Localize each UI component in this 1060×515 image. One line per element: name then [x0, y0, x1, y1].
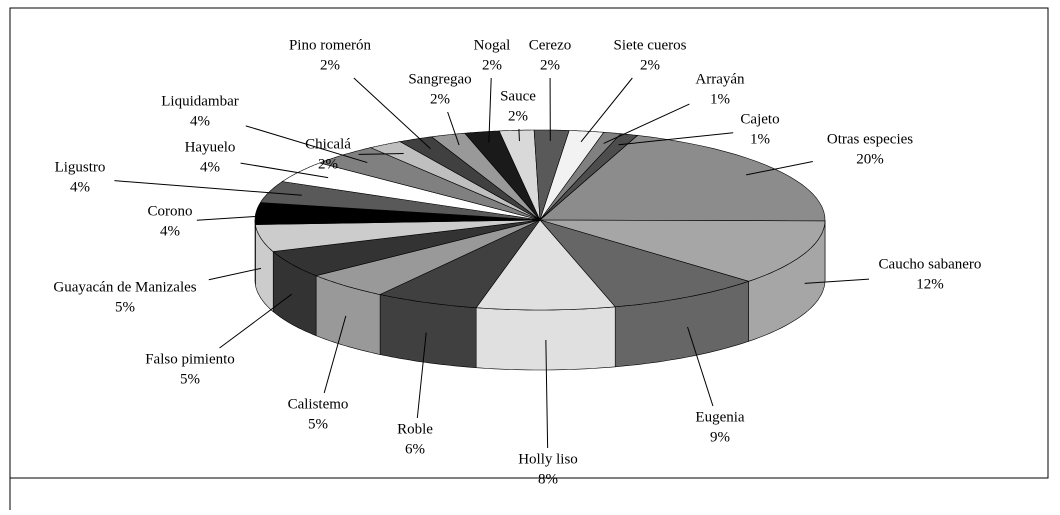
slice-label: Cajeto [740, 111, 779, 127]
slice-value-label: 2% [640, 57, 660, 73]
slice-value-label: 8% [538, 471, 558, 487]
slice-label: Cerezo [529, 37, 571, 53]
slice-label: Otras especies [827, 131, 913, 147]
slice-value-label: 1% [750, 131, 770, 147]
leader-line [519, 129, 520, 141]
slice-label: Roble [397, 421, 433, 437]
slice-value-label: 6% [405, 441, 425, 457]
slice-value-label: 2% [318, 156, 338, 172]
slice-label: Holly liso [518, 451, 578, 467]
leader-line [220, 294, 292, 348]
slice-label: Arrayán [695, 71, 745, 87]
slice-label: Chicalá [305, 136, 351, 152]
leader-line [354, 78, 431, 149]
slice-value-label: 2% [430, 91, 450, 107]
slice-label: Pino romerón [289, 37, 372, 53]
slice-label: Siete cueros [614, 37, 687, 53]
slice-label: Ligustro [55, 159, 106, 175]
slice-value-label: 2% [320, 57, 340, 73]
slice-value-label: 4% [190, 113, 210, 129]
slice-value-label: 2% [482, 57, 502, 73]
slice-label: Liquidambar [161, 93, 238, 109]
slice-label: Corono [148, 203, 193, 219]
slice-value-label: 12% [916, 276, 944, 292]
slice-value-label: 5% [180, 371, 200, 387]
slice-value-label: 2% [540, 57, 560, 73]
slice-value-label: 4% [200, 159, 220, 175]
leader-line [209, 268, 261, 279]
slice-label: Hayuelo [185, 139, 236, 155]
slice-value-label: 5% [115, 299, 135, 315]
slice-label: Nogal [474, 37, 511, 53]
slice-label: Caucho sabanero [879, 256, 982, 272]
slice-value-label: 9% [710, 429, 730, 445]
slice-label: Eugenia [695, 409, 744, 425]
slice-value-label: 4% [70, 179, 90, 195]
slice-label: Calistemo [288, 396, 349, 412]
slice-value-label: 20% [856, 151, 884, 167]
slice-value-label: 1% [710, 91, 730, 107]
slice-label: Guayacán de Manizales [53, 279, 196, 295]
slice-value-label: 5% [308, 416, 328, 432]
slice-label: Sauce [500, 88, 536, 104]
slice-label: Falso pimiento [145, 351, 235, 367]
slice-label: Sangregao [408, 71, 471, 87]
slice-value-label: 2% [508, 108, 528, 124]
slice-value-label: 4% [160, 223, 180, 239]
